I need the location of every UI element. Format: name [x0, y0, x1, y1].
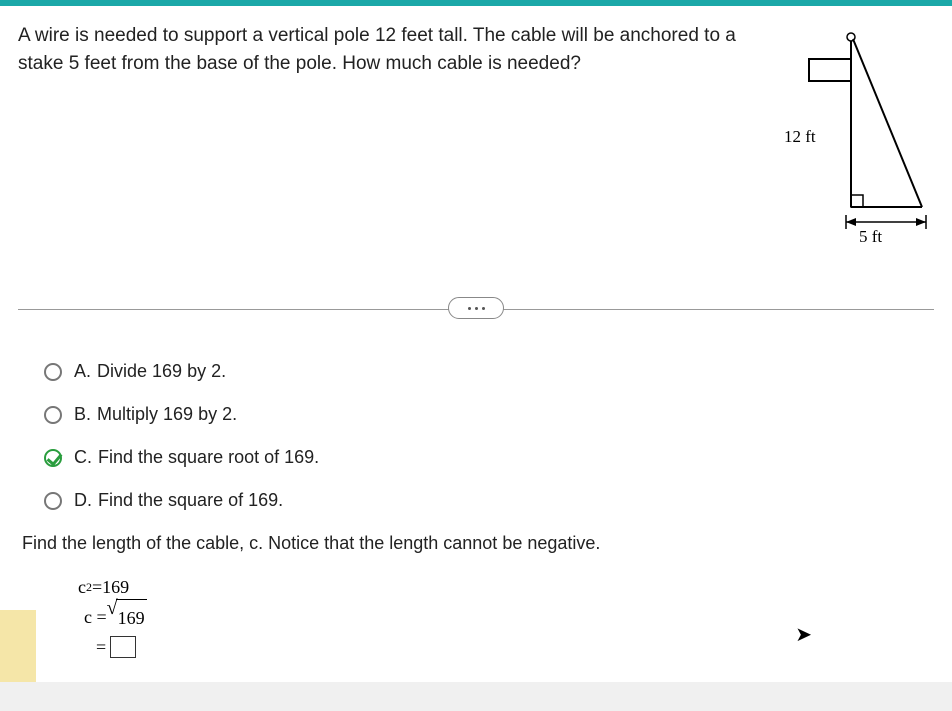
radio-icon: [44, 406, 62, 424]
option-letter: C.: [74, 447, 92, 468]
yellow-side-tab: [0, 610, 36, 682]
diagram-base-label: 5 ft: [859, 227, 882, 247]
option-letter: D.: [74, 490, 92, 511]
instruction-text: Find the length of the cable, c. Notice …: [18, 533, 934, 554]
option-letter: B.: [74, 404, 91, 425]
radio-icon: [44, 492, 62, 510]
radio-icon: [44, 363, 62, 381]
equations-block: c2 = 169 c = √ 169 =: [18, 572, 934, 662]
option-b[interactable]: B. Multiply 169 by 2.: [44, 404, 934, 425]
option-text: Divide 169 by 2.: [97, 361, 226, 382]
question-row: A wire is needed to support a vertical p…: [18, 22, 934, 247]
sqrt-argument: 169: [116, 599, 147, 636]
diagram-height-label: 12 ft: [784, 127, 816, 147]
expand-button[interactable]: [448, 297, 504, 319]
radio-icon-checked: [44, 449, 62, 467]
question-text: A wire is needed to support a vertical p…: [18, 22, 764, 77]
option-a[interactable]: A. Divide 169 by 2.: [44, 361, 934, 382]
option-text: Multiply 169 by 2.: [97, 404, 237, 425]
option-letter: A.: [74, 361, 91, 382]
equation-line-1: c2 = 169: [78, 572, 934, 602]
cursor-icon: ➤: [795, 622, 812, 647]
triangle-diagram: 12 ft 5 ft: [764, 22, 934, 247]
sqrt-expression: √ 169: [107, 599, 147, 636]
option-text: Find the square root of 169.: [98, 447, 319, 468]
option-d[interactable]: D. Find the square of 169.: [44, 490, 934, 511]
option-text: Find the square of 169.: [98, 490, 283, 511]
divider: [18, 297, 934, 321]
eq-equals3: =: [96, 629, 106, 665]
option-c[interactable]: C. Find the square root of 169.: [44, 447, 934, 468]
question-panel: A wire is needed to support a vertical p…: [0, 6, 952, 682]
options-list: A. Divide 169 by 2. B. Multiply 169 by 2…: [18, 361, 934, 511]
answer-input-box[interactable]: [110, 636, 136, 658]
